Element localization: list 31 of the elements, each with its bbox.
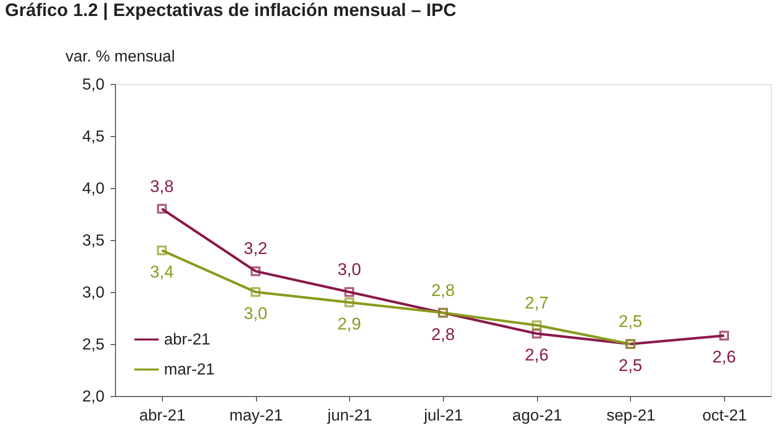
x-tick-label: jul-21	[422, 408, 464, 424]
x-tick-label: oct-21	[702, 408, 747, 424]
data-label: 2,6	[524, 346, 549, 365]
data-label: 2,7	[524, 293, 549, 312]
chart-title: Gráfico 1.2 | Expectativas de inflación mensual – IPC	[5, 0, 456, 20]
y-axis-title: var. % mensual	[66, 48, 175, 66]
data-label: 3,0	[337, 260, 362, 279]
y-tick-label: 2,5	[82, 336, 105, 354]
data-label: 2,8	[431, 280, 455, 300]
data-label: 3,0	[244, 304, 268, 323]
y-tick-label: 4,5	[82, 128, 105, 146]
x-tick-label: sep-21	[606, 408, 656, 424]
legend-label: mar-21	[164, 362, 215, 378]
y-tick-label: 3,5	[82, 232, 105, 250]
x-tick-label: jun-21	[326, 408, 372, 424]
data-label: 2,5	[618, 356, 642, 375]
data-label: 2,6	[712, 348, 736, 367]
y-tick-label: 2,0	[82, 388, 105, 406]
data-label: 2,5	[618, 312, 642, 331]
y-tick-label: 5,0	[82, 76, 105, 94]
data-label: 3,2	[244, 239, 268, 258]
data-label: 2,9	[337, 314, 362, 334]
x-tick-label: ago-21	[512, 408, 562, 424]
data-label: 2,8	[431, 324, 455, 344]
x-tick-label: may-21	[229, 408, 283, 424]
data-label: 3,4	[150, 262, 174, 282]
y-tick-label: 4,0	[82, 180, 105, 198]
x-tick-label: abr-21	[139, 408, 186, 424]
data-label: 3,8	[150, 176, 174, 196]
legend-label: abr-21	[164, 332, 210, 348]
y-tick-label: 3,0	[82, 284, 105, 302]
